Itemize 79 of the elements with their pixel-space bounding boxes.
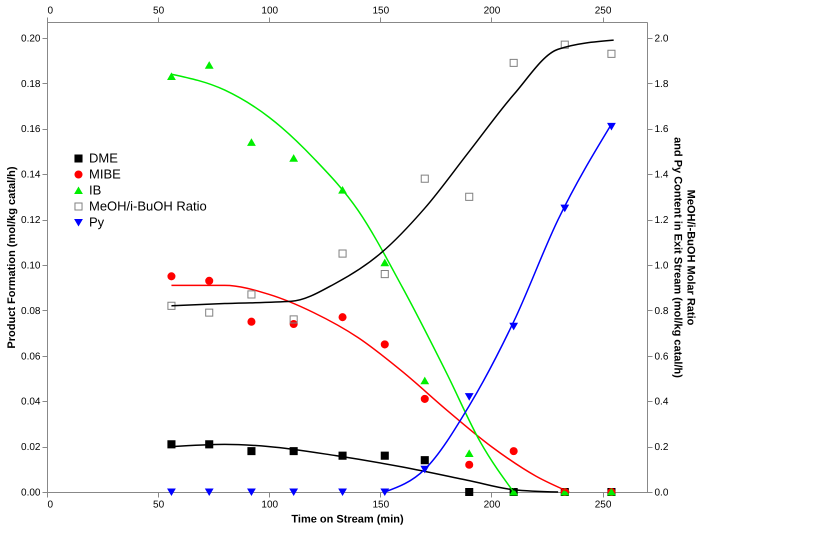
point [205, 308, 214, 317]
point [420, 456, 429, 464]
x2-tick-label: 200 [484, 500, 501, 510]
y2-tick-label: 1.4 [654, 170, 669, 181]
point [247, 447, 256, 456]
x2-tick-label: 150 [372, 500, 390, 510]
point [338, 250, 347, 258]
y2-tick-label: 0.6 [654, 351, 669, 362]
point [247, 318, 256, 326]
y2-axis-title: MeOH/i-BuOH Molar Ratio and Py Content in Exit Stream (mol/kg catal/h) [671, 137, 696, 378]
point [338, 488, 347, 496]
y-tick-label: 0.02 [21, 442, 41, 454]
point [465, 450, 474, 457]
x-tick-label: 250 [594, 6, 612, 16]
y2-tick-label: 0.2 [654, 442, 669, 454]
point [167, 72, 176, 80]
y-tick-label: 0.04 [21, 396, 41, 408]
x-tick-label: 100 [261, 6, 278, 16]
point [247, 138, 256, 146]
point [167, 302, 176, 310]
point [380, 452, 389, 460]
y2-tick-label: 0.4 [654, 396, 669, 408]
point [510, 58, 518, 67]
y2-tick-label: 1.6 [654, 124, 669, 136]
x-tick-label: 150 [372, 6, 390, 16]
y2-tick-label: 1.0 [654, 260, 669, 272]
point [560, 40, 569, 49]
y2-tick-label: 0.0 [654, 488, 669, 498]
y-axis-title: Product Formation (mol/kg catal/h) [6, 166, 18, 349]
point [510, 447, 518, 456]
x-tick-label: 200 [484, 6, 501, 16]
point [167, 488, 176, 496]
point [247, 488, 256, 496]
point [420, 394, 429, 403]
legend-label: Py [89, 214, 105, 230]
y-tick-label: 0.12 [21, 215, 41, 226]
x-tick-label: 50 [153, 6, 165, 16]
y-tick-label: 0.06 [21, 351, 41, 362]
point [465, 393, 474, 400]
point [167, 440, 176, 448]
point [290, 488, 298, 496]
y2-tick-label: 1.8 [654, 78, 669, 90]
x2-tick-label: 0 [48, 500, 54, 510]
legend-label: MIBE [89, 166, 122, 182]
point [380, 340, 389, 348]
point [420, 377, 429, 384]
point [205, 488, 214, 496]
y-tick-label: 0.14 [21, 170, 41, 181]
point [380, 259, 389, 266]
point [465, 192, 474, 201]
point [380, 270, 389, 278]
point [338, 313, 347, 322]
x-axis-title: Time on Stream (min) [291, 514, 404, 526]
point [607, 50, 616, 58]
y2-tick-label: 1.2 [654, 215, 669, 226]
point [465, 460, 474, 469]
y-tick-label: 0.10 [21, 260, 41, 272]
legend-label: DME [89, 150, 118, 166]
point [205, 276, 214, 285]
point [205, 62, 214, 69]
y-tick-label: 0.20 [21, 33, 41, 44]
y-tick-label: 0.16 [21, 124, 41, 136]
point [420, 174, 429, 183]
point [465, 488, 474, 496]
point [290, 154, 298, 162]
y-tick-label: 0.08 [21, 306, 41, 317]
x2-tick-label: 50 [153, 500, 165, 510]
y2-tick-label: 2.0 [654, 33, 669, 44]
legend-label: IB [89, 182, 102, 198]
y2-tick-label: 0.8 [654, 306, 669, 317]
y-tick-label: 0.18 [21, 78, 41, 90]
legend-label: MeOH/i-BuOH Ratio [89, 198, 207, 214]
x2-tick-label: 250 [594, 500, 612, 510]
x2-tick-label: 100 [261, 500, 278, 510]
x-tick-label: 0 [48, 6, 54, 16]
point [247, 290, 256, 298]
point [167, 272, 176, 280]
point [290, 315, 298, 324]
y-tick-label: 0.00 [21, 488, 41, 498]
